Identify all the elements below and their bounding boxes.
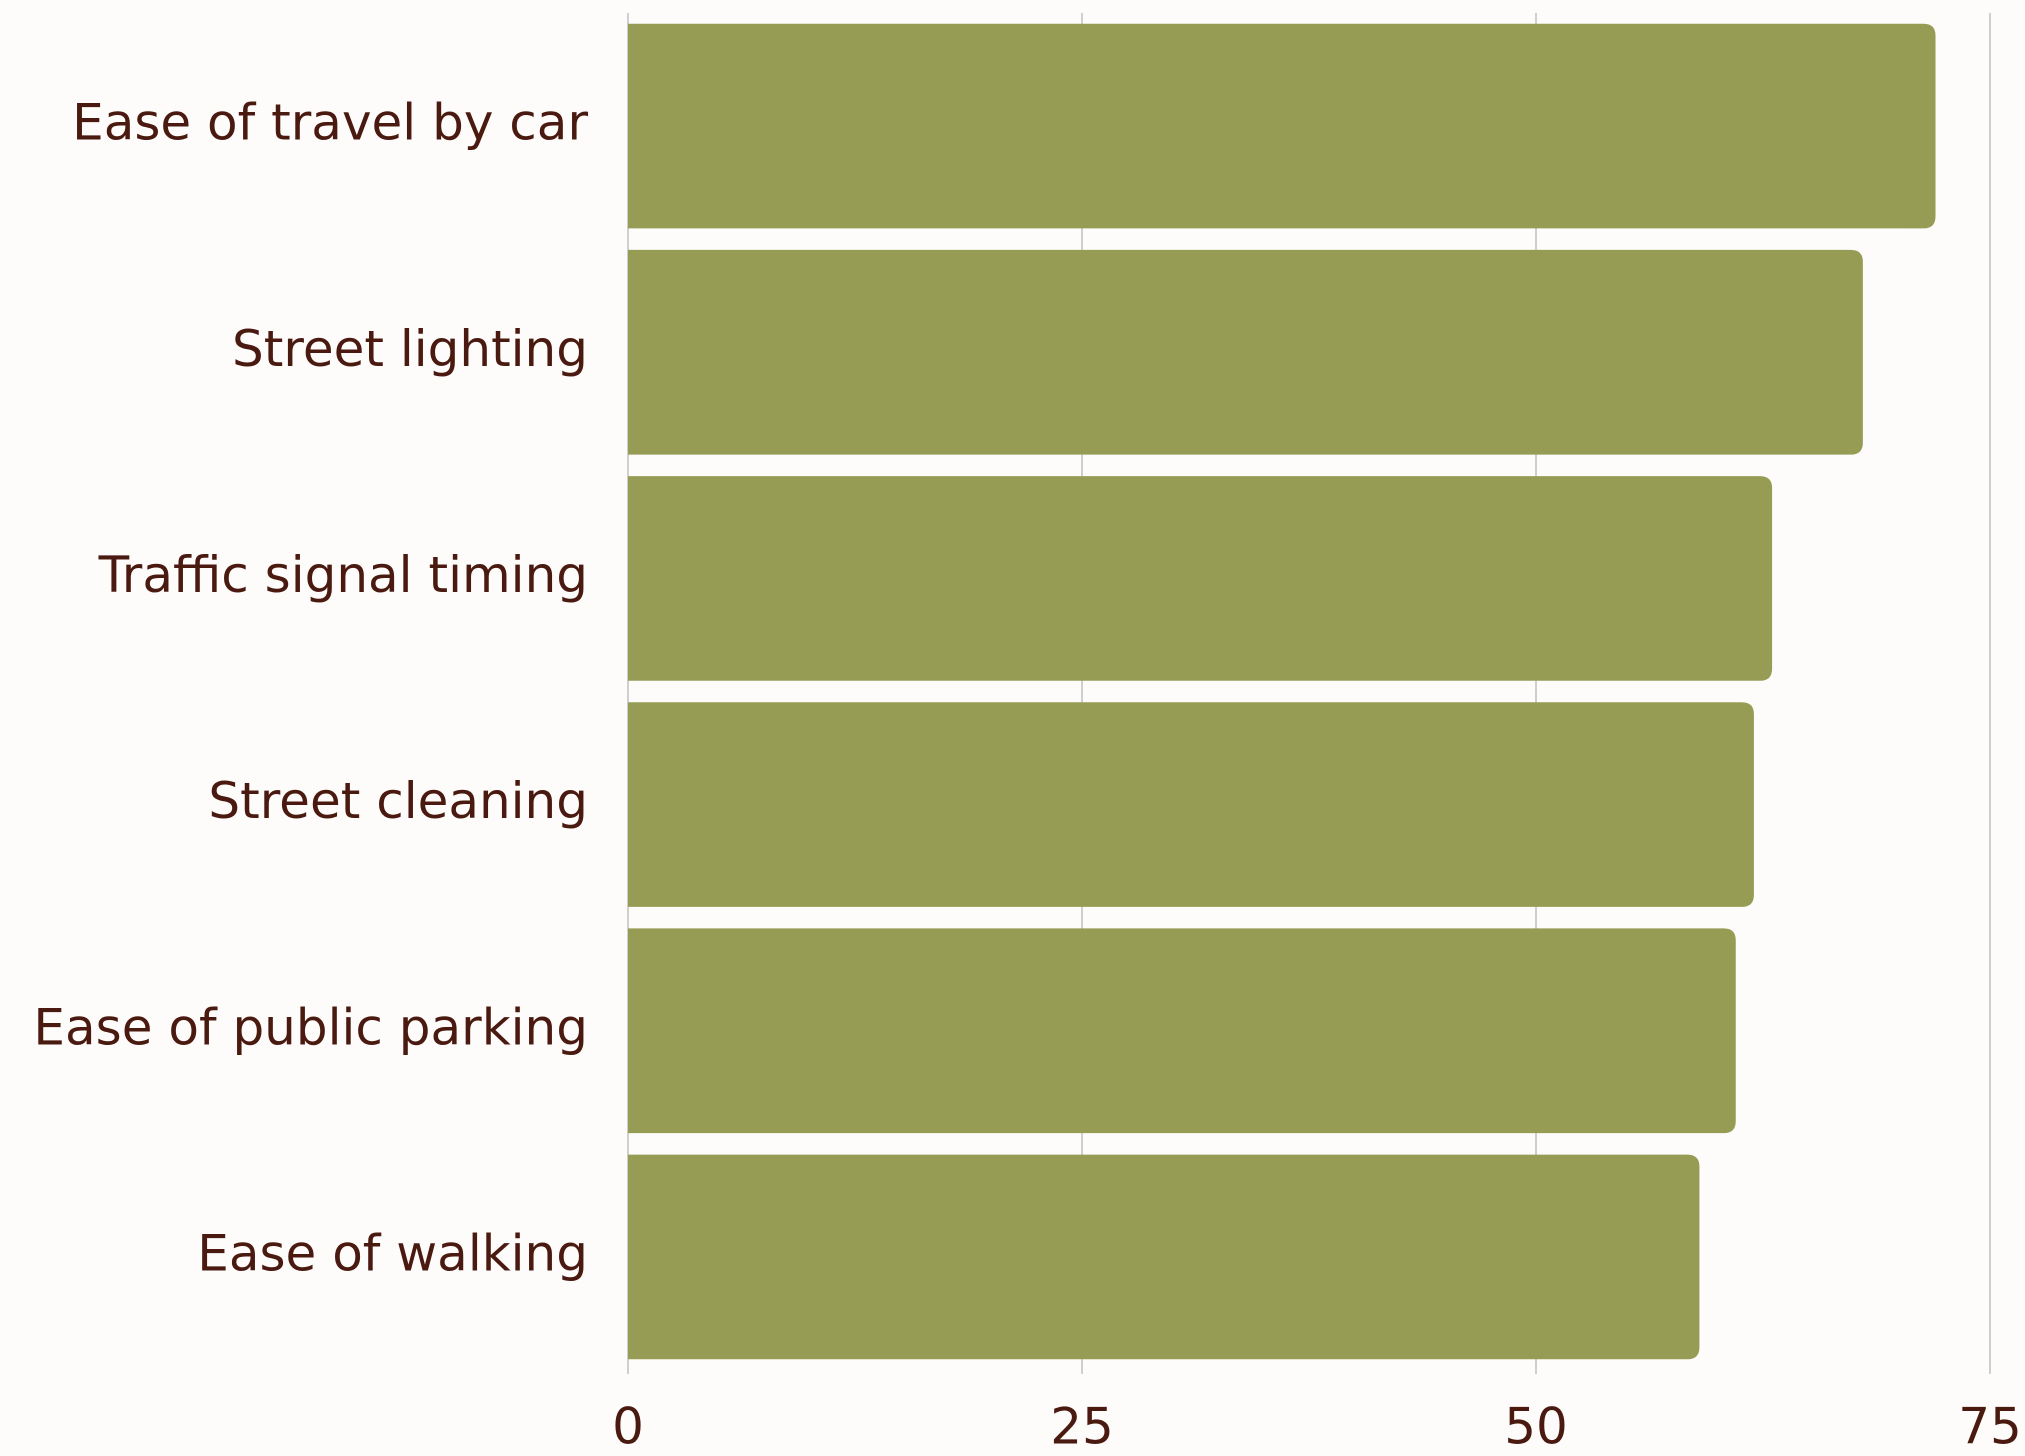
y-tick-label: Ease of travel by car <box>72 94 588 152</box>
y-tick-label: Street cleaning <box>208 772 588 830</box>
bar <box>628 928 1736 1134</box>
bar <box>628 702 1754 907</box>
bar <box>628 1154 1700 1360</box>
y-tick-label: Ease of public parking <box>33 998 588 1056</box>
bar <box>628 249 1863 455</box>
bar <box>628 476 1773 681</box>
x-tick-label: 75 <box>1958 1398 2022 1456</box>
x-tick-label: 25 <box>1050 1398 1114 1456</box>
y-tick-label: Ease of walking <box>197 1224 588 1282</box>
x-tick-label: 0 <box>612 1398 644 1456</box>
y-tick-label: Traffic signal timing <box>98 546 588 604</box>
x-tick-label: 50 <box>1504 1398 1568 1456</box>
bar <box>628 23 1936 229</box>
y-tick-label: Street lighting <box>232 320 588 378</box>
